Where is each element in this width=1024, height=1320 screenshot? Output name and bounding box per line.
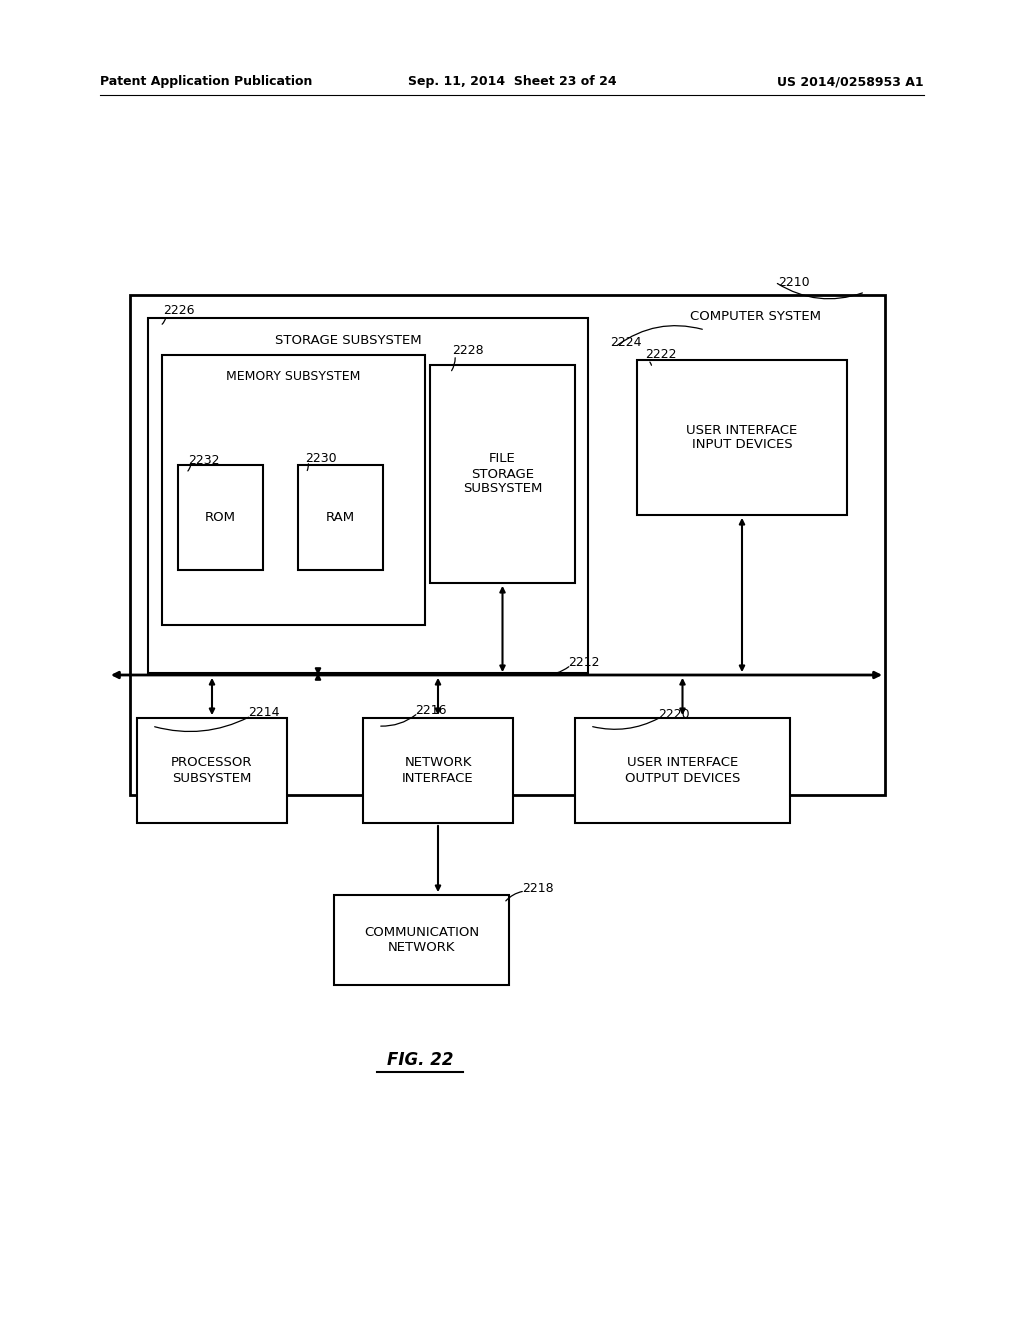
Text: FILE
STORAGE
SUBSYSTEM: FILE STORAGE SUBSYSTEM [463,453,542,495]
Text: USER INTERFACE
INPUT DEVICES: USER INTERFACE INPUT DEVICES [686,424,798,451]
Text: Patent Application Publication: Patent Application Publication [100,75,312,88]
Text: COMPUTER SYSTEM: COMPUTER SYSTEM [689,310,820,323]
Text: 2224: 2224 [610,335,641,348]
Text: 2230: 2230 [305,451,337,465]
Text: 2228: 2228 [452,343,483,356]
Text: 2226: 2226 [163,304,195,317]
Bar [162,355,425,624]
Text: 2214: 2214 [248,706,280,719]
Text: ROM: ROM [205,511,236,524]
Bar [637,360,847,515]
Bar [334,895,509,985]
Text: PROCESSOR
SUBSYSTEM: PROCESSOR SUBSYSTEM [171,756,253,784]
Bar [298,465,383,570]
Text: STORAGE SUBSYSTEM: STORAGE SUBSYSTEM [274,334,421,346]
Bar [148,318,588,673]
Text: 2222: 2222 [645,348,677,362]
Text: USER INTERFACE
OUTPUT DEVICES: USER INTERFACE OUTPUT DEVICES [625,756,740,784]
Text: 2220: 2220 [658,708,689,721]
Text: 2212: 2212 [568,656,599,668]
Text: COMMUNICATION
NETWORK: COMMUNICATION NETWORK [364,927,479,954]
Bar [575,718,790,822]
Bar [362,718,513,822]
Bar [130,294,885,795]
Text: Sep. 11, 2014  Sheet 23 of 24: Sep. 11, 2014 Sheet 23 of 24 [408,75,616,88]
Text: 2218: 2218 [522,882,554,895]
Bar [430,366,575,583]
Bar [137,718,287,822]
Text: 2216: 2216 [415,704,446,717]
Bar [178,465,263,570]
Text: US 2014/0258953 A1: US 2014/0258953 A1 [777,75,924,88]
Text: 2232: 2232 [188,454,219,466]
Text: 2210: 2210 [778,276,810,289]
Text: RAM: RAM [326,511,355,524]
Text: FIG. 22: FIG. 22 [387,1051,454,1069]
Text: MEMORY SUBSYSTEM: MEMORY SUBSYSTEM [226,371,360,384]
Text: NETWORK
INTERFACE: NETWORK INTERFACE [402,756,474,784]
